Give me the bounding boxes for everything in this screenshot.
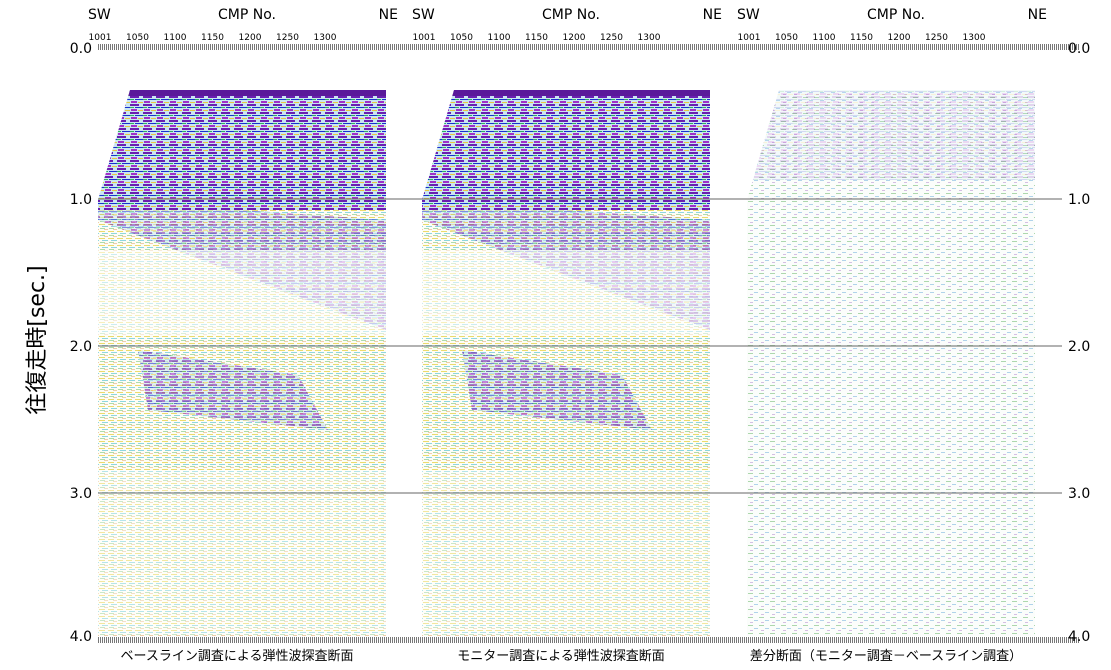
y-axis-label: 往復走時[sec.] — [25, 265, 50, 414]
ruler-bottom — [747, 637, 1079, 643]
time-label-right: 1.0 — [1068, 192, 1090, 208]
seismic-figure: 往復走時[sec.] SW CMP No. NE 1001 1050 1100 1150 12… — [0, 0, 1111, 666]
cmp-tick-label: 1150 — [525, 33, 548, 43]
cmp-tick-label: 1001 — [738, 33, 761, 43]
cmp-tick-label: 1100 — [164, 33, 187, 43]
white-zone — [422, 250, 710, 335]
strong-reflectors — [98, 90, 386, 210]
panel-axis-title: CMP No. — [542, 7, 600, 23]
time-label-right: 3.0 — [1068, 486, 1090, 502]
strong-reflectors — [422, 90, 710, 210]
top-band — [128, 90, 386, 96]
time-label-left: 0.0 — [70, 41, 92, 57]
cmp-tick-label: 1150 — [850, 33, 873, 43]
panel-axis-title: CMP No. — [218, 7, 276, 23]
seismic-panel — [747, 90, 1035, 636]
cmp-tick-label: 1250 — [276, 33, 299, 43]
cmp-tick-label: 1200 — [563, 33, 586, 43]
panel-caption: モニター調査による弾性波探査断面 — [457, 649, 665, 664]
cmp-tick-label: 1250 — [600, 33, 623, 43]
ruler-bottom — [422, 637, 754, 643]
ruler — [747, 44, 1079, 50]
top-band — [452, 90, 710, 96]
panel-right-label: NE — [379, 7, 398, 23]
cmp-tick-label: 1300 — [638, 33, 661, 43]
seismic-panel — [98, 90, 386, 636]
cmp-tick-label: 1100 — [488, 33, 511, 43]
time-label-left: 2.0 — [70, 339, 92, 355]
seismic-panel — [422, 90, 710, 636]
cmp-tick-label: 1150 — [201, 33, 224, 43]
panel-caption: ベースライン調査による弾性波探査断面 — [121, 649, 354, 664]
time-label-right: 2.0 — [1068, 339, 1090, 355]
cmp-tick-label: 1050 — [775, 33, 798, 43]
cmp-tick-label: 1300 — [314, 33, 337, 43]
seismic-image — [98, 90, 386, 636]
cmp-tick-label: 1300 — [963, 33, 986, 43]
panel-caption: 差分断面（モニター調査－ベースライン調査） — [750, 649, 1022, 664]
panel-right-label: NE — [703, 7, 722, 23]
time-label-right: 4.0 — [1068, 629, 1090, 645]
lower-fade — [422, 470, 710, 635]
cmp-tick-label: 1200 — [239, 33, 262, 43]
ruler-bottom — [98, 637, 430, 643]
time-label-right: 0.0 — [1068, 41, 1090, 57]
diff-upper — [747, 90, 1035, 180]
panel-axis-title: CMP No. — [867, 7, 925, 23]
white-zone — [98, 250, 386, 335]
panel-left-label: SW — [737, 7, 760, 23]
cmp-tick-label: 1100 — [813, 33, 836, 43]
cmp-tick-label: 1050 — [126, 33, 149, 43]
panel-left-label: SW — [412, 7, 435, 23]
panel-right-label: NE — [1028, 7, 1047, 23]
ruler — [422, 44, 754, 50]
panel-left-label: SW — [88, 7, 111, 23]
cmp-tick-label: 1050 — [450, 33, 473, 43]
time-label-left: 4.0 — [70, 629, 92, 645]
time-label-left: 1.0 — [70, 192, 92, 208]
time-label-left: 3.0 — [70, 486, 92, 502]
seismic-image — [747, 90, 1035, 636]
cmp-tick-label: 1250 — [925, 33, 948, 43]
cmp-tick-label: 1200 — [888, 33, 911, 43]
ruler — [98, 44, 430, 50]
cmp-tick-label: 1001 — [413, 33, 436, 43]
seismic-image — [422, 90, 710, 636]
lower-fade — [98, 470, 386, 635]
